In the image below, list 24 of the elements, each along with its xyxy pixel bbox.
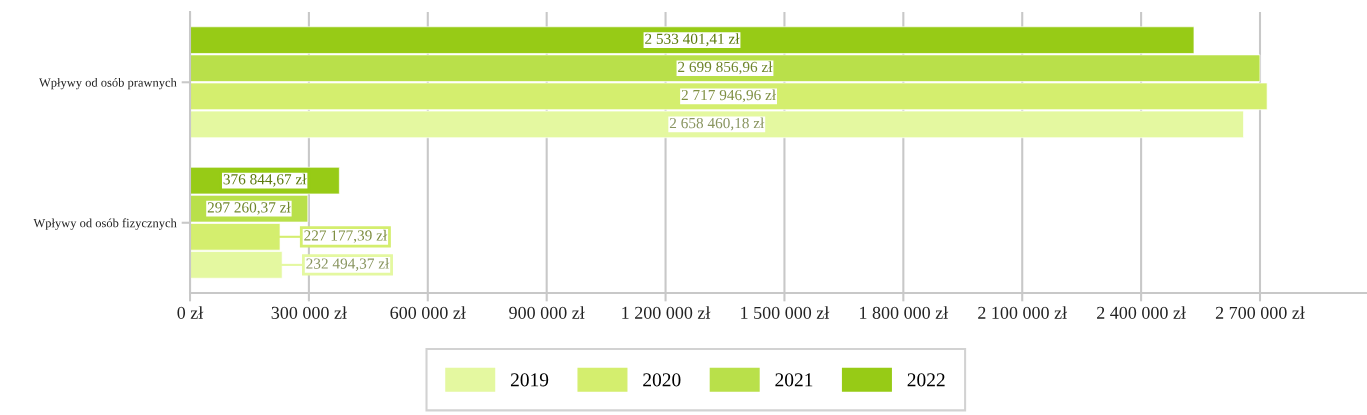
legend-label: 2020 xyxy=(643,373,681,387)
legend-label: 2019 xyxy=(510,373,549,387)
data-label: 227 177,39 zł xyxy=(304,229,388,243)
data-label: 2 717 946,96 zł xyxy=(681,89,777,103)
data-label: 297 260,37 zł xyxy=(207,201,291,215)
x-tick-label: 1 500 000 zł xyxy=(741,306,830,319)
data-label: 376 844,67 zł xyxy=(223,173,307,187)
data-label: 2 699 856,96 zł xyxy=(678,61,773,75)
x-tick-label: 300 000 zł xyxy=(271,306,347,319)
data-label: 2 658 460,18 zł xyxy=(669,117,765,131)
x-tick-label: 2 700 000 zł xyxy=(1215,306,1305,319)
data-label: 232 494,37 zł xyxy=(306,257,390,271)
x-tick-label: 600 000 zł xyxy=(390,306,466,319)
x-tick-label: 1 200 000 zł xyxy=(622,306,711,319)
y-tick-label: Wpływy od osób prawnych xyxy=(39,77,177,90)
y-tick-label: Wpływy od osób fizycznych xyxy=(33,218,177,230)
legend-label: 2021 xyxy=(775,373,813,387)
legend-label: 2022 xyxy=(907,373,945,387)
data-label: 2 533 401,41 zł xyxy=(645,33,740,47)
x-tick-label: 1 800 000 zł xyxy=(860,306,949,319)
x-tick-label: 0 zł xyxy=(177,306,204,319)
x-tick-label: 900 000 zł xyxy=(509,306,585,319)
x-tick-label: 2 100 000 zł xyxy=(978,306,1068,319)
x-tick-label: 2 400 000 zł xyxy=(1097,306,1186,319)
